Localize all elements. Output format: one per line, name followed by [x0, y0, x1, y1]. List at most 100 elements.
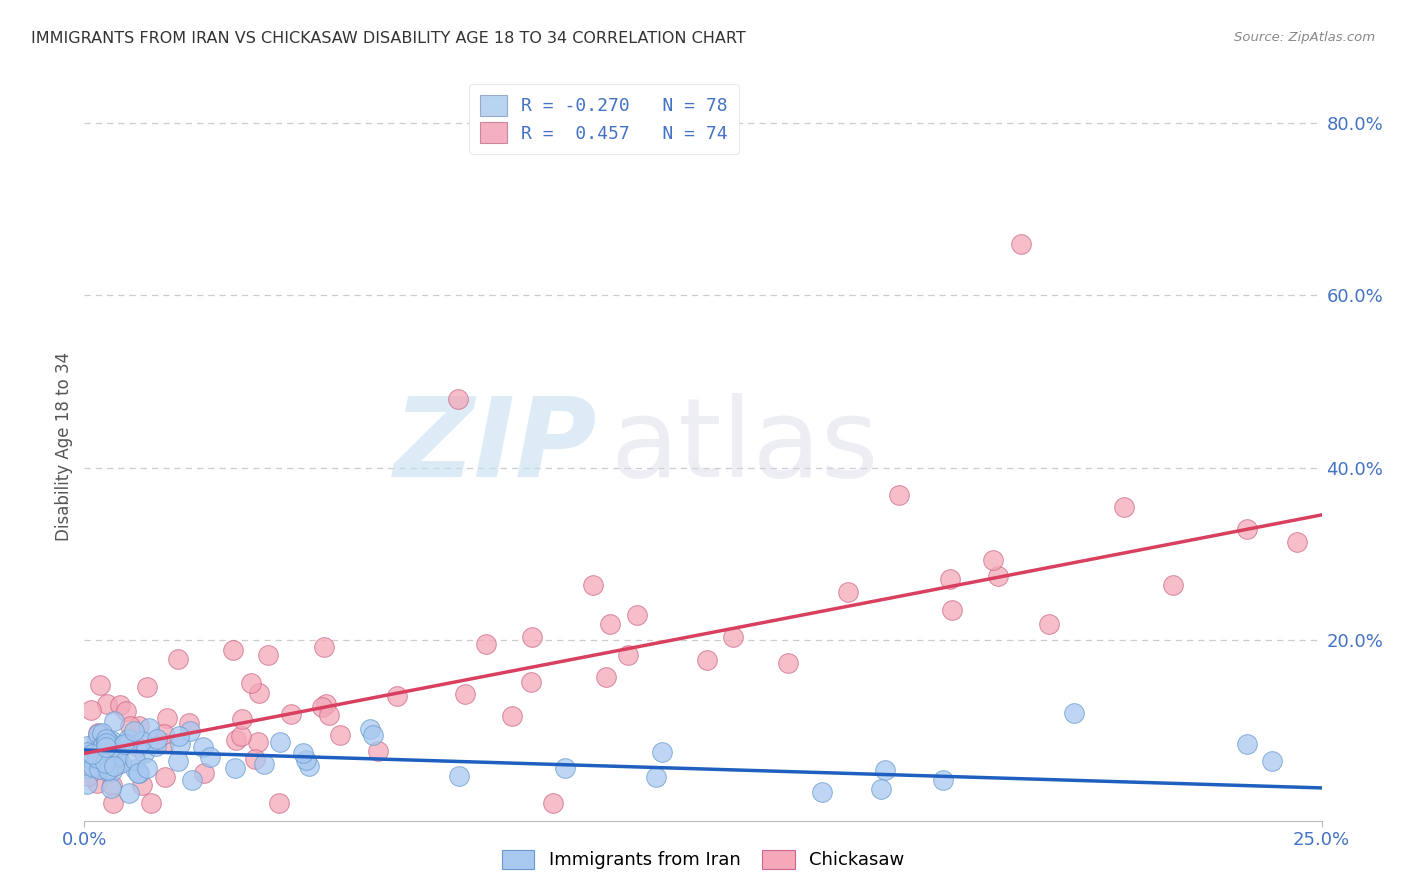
Point	[90, 739, 112, 754]
Point	[96, 736, 118, 750]
Point	[295, 753, 318, 767]
Point	[127, 740, 149, 755]
Point	[100, 780, 122, 795]
Point	[811, 785, 834, 799]
Point	[1236, 737, 1258, 751]
Point	[100, 778, 122, 792]
Point	[96, 697, 118, 711]
Point	[152, 736, 174, 750]
Text: Source: ZipAtlas.com: Source: ZipAtlas.com	[1234, 31, 1375, 45]
Point	[76, 745, 98, 759]
Point	[139, 797, 162, 811]
Point	[887, 488, 910, 502]
Point	[124, 763, 146, 777]
Point	[127, 765, 149, 780]
Point	[222, 643, 245, 657]
Point	[837, 584, 859, 599]
Point	[474, 637, 496, 651]
Point	[941, 603, 963, 617]
Point	[225, 732, 247, 747]
Point	[82, 760, 104, 774]
Point	[94, 756, 117, 770]
Point	[595, 670, 617, 684]
Point	[247, 735, 270, 749]
Point	[118, 786, 141, 800]
Point	[1063, 706, 1085, 720]
Point	[245, 752, 267, 766]
Point	[599, 616, 621, 631]
Point	[239, 676, 262, 690]
Point	[1038, 617, 1060, 632]
Point	[115, 737, 138, 751]
Point	[79, 751, 101, 765]
Point	[104, 740, 127, 755]
Point	[617, 648, 640, 662]
Point	[987, 569, 1010, 583]
Point	[101, 797, 124, 811]
Point	[367, 744, 389, 758]
Point	[122, 723, 145, 738]
Point	[166, 652, 188, 666]
Point	[77, 769, 100, 783]
Point	[91, 738, 114, 752]
Point	[94, 740, 117, 755]
Point	[169, 737, 191, 751]
Point	[86, 750, 108, 764]
Point	[177, 715, 200, 730]
Point	[91, 742, 114, 756]
Point	[224, 761, 246, 775]
Point	[110, 756, 132, 770]
Point	[298, 759, 321, 773]
Point	[107, 756, 129, 771]
Legend: Immigrants from Iran, Chickasaw: Immigrants from Iran, Chickasaw	[492, 841, 914, 879]
Point	[89, 762, 111, 776]
Point	[104, 752, 127, 766]
Point	[315, 698, 337, 712]
Point	[269, 734, 291, 748]
Point	[311, 699, 333, 714]
Point	[651, 745, 673, 759]
Point	[96, 764, 118, 778]
Point	[193, 766, 215, 780]
Point	[124, 753, 146, 767]
Point	[520, 630, 543, 644]
Point	[231, 729, 253, 743]
Point	[107, 749, 129, 764]
Point	[776, 656, 799, 670]
Point	[501, 709, 523, 723]
Point	[200, 750, 222, 764]
Point	[267, 797, 290, 811]
Point	[280, 707, 302, 722]
Point	[645, 770, 668, 784]
Point	[981, 553, 1004, 567]
Point	[87, 725, 110, 739]
Point	[83, 749, 105, 764]
Point	[875, 763, 897, 777]
Point	[131, 734, 153, 748]
Point	[76, 761, 98, 775]
Point	[361, 728, 384, 742]
Point	[696, 653, 718, 667]
Point	[101, 734, 124, 748]
Point	[103, 714, 125, 729]
Point	[1236, 522, 1258, 536]
Point	[1285, 535, 1308, 549]
Point	[181, 773, 204, 788]
Point	[554, 761, 576, 775]
Point	[98, 735, 121, 749]
Point	[108, 698, 131, 712]
Point	[312, 640, 335, 655]
Point	[359, 722, 381, 736]
Point	[1161, 578, 1184, 592]
Point	[93, 758, 115, 772]
Point	[318, 708, 340, 723]
Point	[83, 740, 105, 755]
Point	[98, 754, 121, 768]
Text: IMMIGRANTS FROM IRAN VS CHICKASAW DISABILITY AGE 18 TO 34 CORRELATION CHART: IMMIGRANTS FROM IRAN VS CHICKASAW DISABI…	[31, 31, 745, 46]
Point	[721, 630, 744, 644]
Point	[931, 772, 953, 787]
Point	[582, 577, 605, 591]
Point	[520, 675, 543, 690]
Text: atlas: atlas	[610, 392, 879, 500]
Point	[179, 724, 201, 739]
